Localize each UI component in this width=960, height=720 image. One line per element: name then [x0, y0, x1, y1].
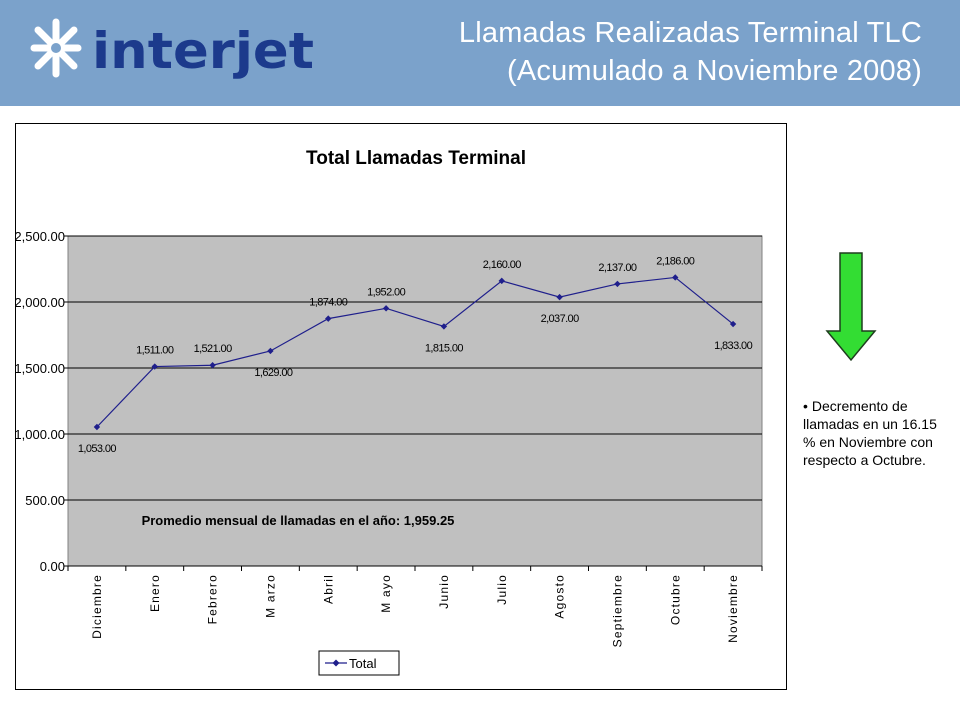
data-label: 2,186.00 [656, 255, 695, 267]
data-point [93, 423, 101, 431]
legend-label: Total [349, 656, 377, 671]
data-label: 1,053.00 [78, 443, 117, 455]
logo-wordmark: interjet [92, 22, 314, 80]
x-tick-label: M arzo [263, 574, 277, 618]
data-label: 1,874.00 [309, 297, 348, 309]
y-tick-label: 2,500.00 [16, 229, 65, 244]
data-label: 1,521.00 [194, 343, 233, 355]
line-chart: Total Llamadas Terminal 0.00 500.00 1,000.… [16, 148, 763, 676]
gridlines [64, 235, 763, 571]
down-arrow-icon [825, 252, 877, 362]
data-label: 2,037.00 [541, 313, 580, 325]
x-tick-label: Noviembre [726, 574, 740, 643]
data-point [267, 347, 274, 355]
legend-marker-icon [332, 659, 340, 667]
data-label: 2,137.00 [598, 262, 637, 274]
title-line-2: (Acumulado a Noviembre 2008) [506, 55, 922, 87]
interjet-logo: interjet [30, 18, 314, 80]
x-tick-label: Junio [437, 574, 451, 609]
data-point [498, 277, 505, 285]
chart-title: Total Llamadas Terminal [306, 148, 526, 169]
x-tick-label: Diciembre [90, 574, 104, 639]
data-point [672, 274, 679, 281]
x-tick-label: Febrero [206, 574, 220, 624]
data-point [440, 323, 448, 330]
side-note-text: Decremento de llamadas en un 16.15 % en … [803, 398, 937, 468]
average-annotation: Promedio mensual de llamadas en el año: … [142, 513, 455, 528]
data-label: 1,511.00 [136, 345, 174, 357]
data-label: 1,815.00 [425, 342, 464, 354]
y-tick-label: 0.00 [40, 559, 65, 574]
y-tick-label: 1,000.00 [16, 427, 65, 442]
page-title: Llamadas Realizadas Terminal TLC (Acumul… [362, 14, 922, 90]
data-label: 1,629.00 [254, 367, 293, 379]
y-axis-tick-labels: 0.00 500.00 1,000.00 1,500.00 2,000.00 2,500.… [16, 229, 65, 574]
y-tick-label: 2,000.00 [16, 295, 65, 310]
data-point [325, 315, 332, 322]
title-line-1: Llamadas Realizadas Terminal TLC [458, 17, 922, 49]
data-label: 1,833.00 [714, 340, 753, 352]
data-labels: 1,053.00 1,511.00 1,521.00 1,629.00 1,874.00… [78, 255, 753, 455]
data-label: 1,952.00 [367, 286, 406, 298]
legend: Total [318, 650, 400, 676]
side-note: • Decremento de llamadas en un 16.15 % en… [803, 397, 953, 469]
x-tick-label: Abril [321, 574, 335, 604]
chart-container: Total Llamadas Terminal 0.00 500.00 1,000.… [15, 123, 787, 690]
series-line-total [96, 276, 734, 428]
y-tick-label: 1,500.00 [16, 361, 65, 376]
x-tick-label: Julio [495, 574, 509, 605]
bullet-icon: • [803, 398, 808, 414]
x-tick-label: Septiembre [610, 574, 624, 647]
plot-area [67, 235, 763, 567]
x-tick-label: M ayo [379, 574, 393, 613]
header-banner: interjet Llamadas Realizadas Terminal TL… [0, 0, 960, 106]
data-point [382, 305, 390, 312]
data-label: 2,160.00 [483, 259, 522, 271]
x-tick-label: Agosto [553, 574, 567, 619]
x-axis-tick-labels: Diciembre Enero Febrero M arzo Abril M ayo Jun… [90, 574, 740, 647]
x-tick-label: Octubre [668, 574, 682, 625]
data-point [614, 280, 621, 288]
data-point [729, 320, 737, 328]
x-tick-label: Enero [148, 574, 162, 612]
y-tick-label: 500.00 [25, 493, 65, 508]
